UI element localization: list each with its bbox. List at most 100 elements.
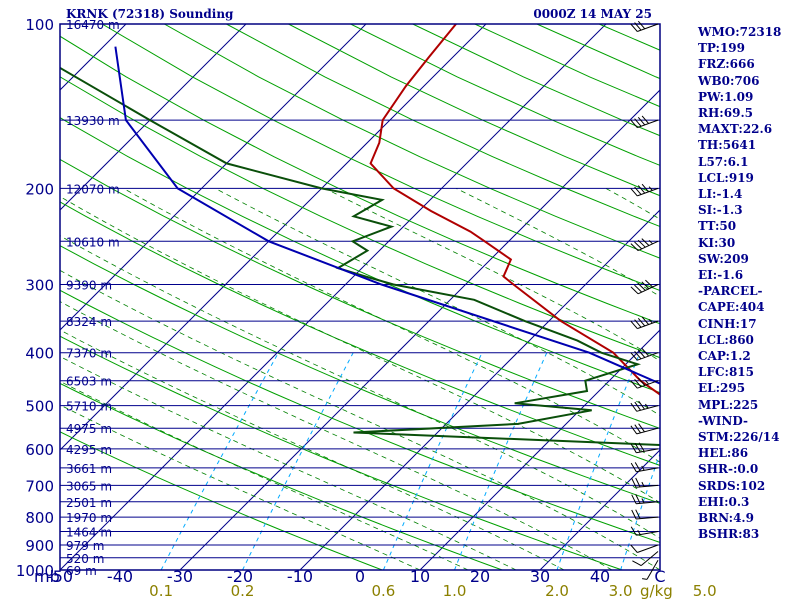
wind-barb-flag: [630, 462, 637, 472]
pressure-label: 1000: [16, 562, 54, 580]
wind-barb-flag: [637, 317, 646, 327]
moist-adiabat-line: [60, 404, 421, 570]
index-value: STM:226/14: [698, 430, 780, 445]
mixing-ratio-label: 0.1: [149, 582, 173, 600]
wind-barb-flag: [631, 509, 637, 520]
wind-barb-flag: [637, 116, 646, 126]
wind-barb-half-flag: [641, 498, 645, 504]
index-value: HEL:86: [698, 446, 749, 461]
index-value: LCL:860: [698, 332, 754, 347]
wind-barb-flag: [632, 560, 642, 567]
height-label: 3661 m: [66, 462, 112, 476]
wind-barb-flag: [630, 320, 638, 329]
index-value: RH:69.5: [698, 106, 753, 121]
wind-barb-flag: [637, 20, 646, 30]
wind-barb-half-flag: [644, 403, 649, 409]
index-value: LCL:919: [698, 170, 754, 185]
wind-barb: [630, 348, 659, 361]
wind-barb-flag: [630, 352, 638, 361]
wind-barbs: [630, 20, 659, 580]
temperature-tick-label: 30: [530, 567, 550, 586]
wind-barb: [631, 477, 659, 488]
temperature-tick-label: 20: [470, 567, 490, 586]
isotherm-line: [299, 209, 660, 570]
index-value: EI:-1.6: [698, 268, 744, 283]
wind-barb-flag: [634, 319, 642, 328]
index-value: SHR-:0.0: [698, 462, 759, 477]
pressure-label: 100: [25, 16, 54, 34]
temperature-tick-label: -50: [47, 567, 73, 586]
isotherm-line: [179, 89, 660, 570]
wind-barb-flag: [637, 377, 646, 386]
pressure-unit-label: mb: [34, 567, 60, 586]
wind-barb-flag: [630, 23, 638, 32]
wind-barb-flag: [635, 494, 641, 504]
index-value: WB0:706: [698, 73, 760, 88]
wind-barb-flag: [641, 348, 649, 357]
chart-valid-time: 0000Z 14 MAY 25: [533, 7, 652, 21]
pressure-label: 500: [25, 398, 54, 416]
isotherm-line: [539, 449, 660, 570]
height-label: 69 m: [66, 564, 97, 578]
temperature-tick-label: -10: [287, 567, 313, 586]
wind-barb-flag: [638, 423, 645, 433]
wind-barb-flag: [630, 443, 637, 453]
isotherm-line: [60, 24, 487, 451]
wind-barb-flag: [634, 443, 641, 453]
wind-barb-flag: [641, 183, 649, 193]
index-value: LI:-1.4: [698, 187, 743, 202]
moist-adiabat-line: [123, 188, 660, 463]
wind-barb-half-flag: [648, 186, 653, 191]
index-value: MAXT:22.6: [698, 122, 773, 137]
pressure-label: 300: [25, 277, 54, 295]
index-value: EHI:0.3: [698, 494, 750, 509]
temperature-tick-label: C: [654, 567, 665, 586]
index-value: SI:-1.3: [698, 203, 743, 218]
temperature-tick-label: -20: [227, 567, 253, 586]
wind-barb: [642, 560, 659, 580]
grid-lines: [60, 24, 660, 570]
chart-labels: 0.10.20.61.02.03.05.010.020.040.01002003…: [16, 16, 717, 600]
index-value: CAP:1.2: [698, 349, 751, 364]
wind-barb-flag: [634, 350, 642, 360]
plot-frame: [59, 23, 661, 571]
wind-barb-half-flag: [642, 578, 648, 580]
wind-barb-staff: [637, 544, 659, 553]
wind-barb-flag: [630, 425, 638, 435]
profile-lines: [60, 24, 660, 446]
index-value: CINH:17: [698, 316, 757, 331]
wind-barb-half-flag: [648, 239, 653, 245]
height-label: 3065 m: [66, 479, 112, 493]
height-label: 1464 m: [66, 526, 112, 540]
index-value: CAPE:404: [698, 300, 765, 315]
height-label: 12070 m: [66, 182, 120, 196]
index-value: L57:6.1: [698, 154, 749, 169]
height-label: 520 m: [66, 552, 104, 566]
wind-barb: [630, 423, 659, 435]
index-value: PW:1.09: [698, 89, 754, 104]
wind-barb-flag: [634, 186, 642, 195]
mixing-ratio-unit-label: g/kg: [640, 582, 673, 600]
wind-barb-flag: [645, 279, 653, 288]
index-value: SW:209: [698, 251, 749, 266]
wind-barb: [630, 400, 659, 412]
wind-barb-half-flag: [637, 530, 641, 535]
index-value: EL:295: [698, 381, 746, 396]
index-value: TH:5641: [698, 138, 757, 153]
wind-barb-half-flag: [641, 465, 645, 471]
temperature-tick-label: 0: [355, 567, 365, 586]
wind-barb: [630, 526, 659, 536]
temperature-tick-label: -40: [107, 567, 133, 586]
wind-barb-flag: [637, 185, 646, 194]
mixing-ratio-label: 5.0: [693, 582, 717, 600]
wind-barb-flag: [630, 544, 638, 553]
moist-adiabat-line: [60, 329, 565, 570]
index-value: MPL:225: [698, 397, 759, 412]
height-label: 13930 m: [66, 114, 120, 128]
moist-adiabat-line: [324, 188, 660, 362]
index-value: FRZ:666: [698, 57, 755, 72]
height-label: 10610 m: [66, 235, 120, 249]
wind-barb-staff: [646, 560, 659, 580]
chart-title: KRNK (72318) Sounding: [66, 7, 234, 21]
